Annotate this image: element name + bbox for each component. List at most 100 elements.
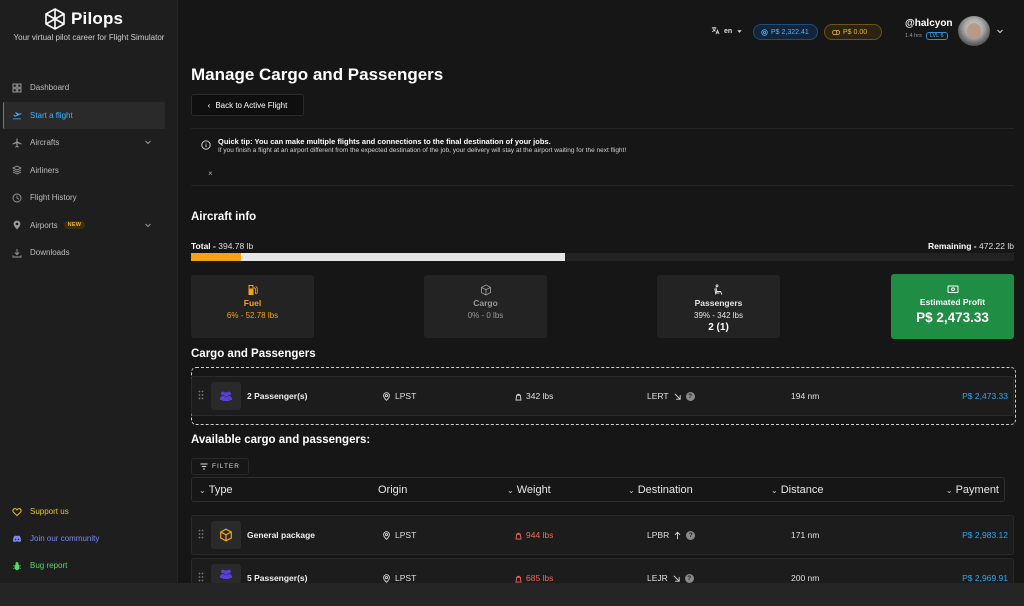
sidebar-item-airliners[interactable]: Airliners	[0, 157, 178, 185]
horizontal-scroll-area[interactable]	[0, 583, 1024, 606]
close-tip-button[interactable]: ×	[208, 169, 213, 178]
chevron-down-icon[interactable]	[996, 27, 1004, 35]
package-type-icon	[211, 521, 241, 549]
help-icon[interactable]: ?	[684, 573, 694, 583]
tip-title: Quick tip: You can make multiple flights…	[218, 137, 551, 146]
bug-report-link[interactable]: Bug report	[0, 552, 178, 579]
cargo-card[interactable]: Cargo 0% - 0 lbs	[424, 275, 547, 338]
user-info[interactable]: @halcyon 1.4 hrs LVL 6	[905, 18, 953, 40]
sidebar-item-label: Dashboard	[30, 83, 70, 93]
chevron-down-icon[interactable]	[144, 221, 152, 229]
back-button-label: Back to Active Flight	[215, 100, 288, 110]
info-icon	[201, 140, 211, 150]
pending-pill[interactable]: P$ 0.00	[824, 24, 882, 40]
caret-down-icon	[737, 30, 742, 33]
item-origin: LPST	[382, 391, 416, 401]
list-item[interactable]: 2 Passenger(s) LPST 342 lbs LERT ? 194 n…	[191, 376, 1014, 416]
balance-pill[interactable]: P$ 2,322.41	[753, 24, 818, 40]
layers-icon	[12, 165, 22, 175]
column-origin[interactable]: Origin	[378, 484, 407, 496]
join-community-link[interactable]: Join our community	[0, 525, 178, 552]
fuel-fill	[191, 253, 242, 261]
sidebar-item-label: Start a flight	[30, 110, 73, 120]
sidebar-item-label: Flight History	[30, 193, 77, 203]
total-label: Total -	[191, 241, 216, 251]
load-fill	[191, 253, 566, 261]
available-title: Available cargo and passengers:	[191, 434, 371, 446]
page-title: Manage Cargo and Passengers	[191, 65, 444, 84]
sidebar-item-label: Downloads	[30, 248, 70, 258]
table-header: ⌄ Type Origin ⌄ Weight ⌄ Destination ⌄ Dista…	[191, 477, 1005, 502]
drag-handle-icon[interactable]	[198, 390, 204, 400]
bug-report-label: Bug report	[30, 561, 68, 570]
passengers-value: 39% - 342 lbs	[694, 311, 743, 320]
table-row[interactable]: General package LPST 944 lbs LPBR ? 171 …	[191, 515, 1014, 555]
item-destination: LERT ?	[647, 391, 695, 401]
sidebar-item-flight-history[interactable]: Flight History	[0, 184, 178, 212]
load-progress-bar	[191, 253, 1014, 261]
passengers-type-icon	[211, 564, 241, 584]
weight-value: 342 lbs	[526, 391, 554, 401]
chevron-down-icon: ⌄	[771, 485, 778, 495]
translate-icon	[711, 26, 720, 37]
weight-icon	[515, 393, 522, 401]
item-distance: 171 nm	[791, 530, 820, 540]
column-type[interactable]: ⌄ Type	[199, 484, 233, 496]
passengers-count: 2 (1)	[708, 322, 729, 333]
item-destination: LEJR ?	[647, 573, 694, 583]
column-weight[interactable]: ⌄ Weight	[507, 484, 551, 496]
arrow-down-right-icon	[674, 392, 681, 400]
column-label: Distance	[780, 484, 824, 496]
estimated-profit-card: Estimated Profit P$ 2,473.33	[891, 274, 1014, 339]
drag-handle-icon[interactable]	[198, 529, 204, 539]
fuel-pump-icon	[248, 285, 258, 295]
item-payment: P$ 2,473.33	[962, 391, 1008, 401]
fuel-card[interactable]: Fuel 6% - 52.78 lbs	[191, 275, 314, 338]
item-distance: 194 nm	[791, 391, 820, 401]
heart-icon	[12, 507, 22, 517]
sidebar-item-downloads[interactable]: Downloads	[0, 239, 178, 267]
column-distance[interactable]: ⌄ Distance	[771, 484, 824, 496]
bug-icon	[12, 561, 22, 571]
discord-icon	[12, 534, 22, 544]
help-icon[interactable]: ?	[685, 391, 695, 401]
drag-handle-icon[interactable]	[198, 572, 204, 582]
item-payment: P$ 2,983.12	[962, 530, 1008, 540]
table-row[interactable]: 5 Passenger(s) LPST 685 lbs LEJR ? 200 n…	[191, 558, 1014, 584]
sidebar-item-airports[interactable]: Airports NEW	[0, 212, 178, 240]
cargo-value: 0% - 0 lbs	[467, 311, 504, 320]
main-content: Manage Cargo and Passengers ‹ Back to Ac…	[178, 60, 1024, 584]
item-distance: 200 nm	[791, 573, 820, 583]
filter-button[interactable]: FILTER	[191, 458, 249, 475]
support-us-link[interactable]: Support us	[0, 498, 178, 525]
chevron-down-icon: ⌄	[628, 485, 635, 495]
language-selector[interactable]: en	[711, 26, 743, 37]
support-us-label: Support us	[30, 507, 69, 516]
sidebar-item-dashboard[interactable]: Dashboard	[0, 74, 178, 102]
item-origin: LPST	[382, 573, 416, 583]
column-payment[interactable]: ⌄ Payment	[946, 484, 999, 496]
weight-value: 685 lbs	[526, 573, 554, 583]
logo[interactable]: Pilops	[43, 7, 123, 31]
passengers-type-icon	[211, 382, 241, 410]
help-icon[interactable]: ?	[686, 530, 696, 540]
sidebar-item-start-flight[interactable]: Start a flight	[3, 101, 165, 129]
pin-icon	[383, 530, 390, 540]
sidebar-item-aircrafts[interactable]: Aircrafts	[0, 129, 178, 157]
coin-icon	[761, 28, 768, 36]
column-destination[interactable]: ⌄ Destination	[628, 484, 693, 496]
profit-value: P$ 2,473.33	[916, 310, 989, 325]
cargo-passengers-title: Cargo and Passengers	[191, 348, 316, 360]
chevron-down-icon: ⌄	[199, 485, 206, 495]
sidebar-nav: Dashboard Start a flight Aircrafts Airli…	[0, 74, 178, 267]
filter-icon	[200, 463, 208, 470]
chevron-down-icon[interactable]	[144, 138, 152, 146]
avatar[interactable]	[958, 16, 990, 46]
back-to-active-flight-button[interactable]: ‹ Back to Active Flight	[191, 94, 304, 116]
column-label: Type	[208, 484, 233, 496]
user-meta: 1.4 hrs LVL 6	[905, 32, 953, 40]
passengers-card[interactable]: Passengers 39% - 342 lbs 2 (1)	[657, 275, 780, 338]
origin-code: LPST	[395, 573, 417, 583]
item-name: 2 Passenger(s)	[247, 391, 308, 401]
quick-tip: Quick tip: You can make multiple flights…	[191, 128, 1014, 186]
